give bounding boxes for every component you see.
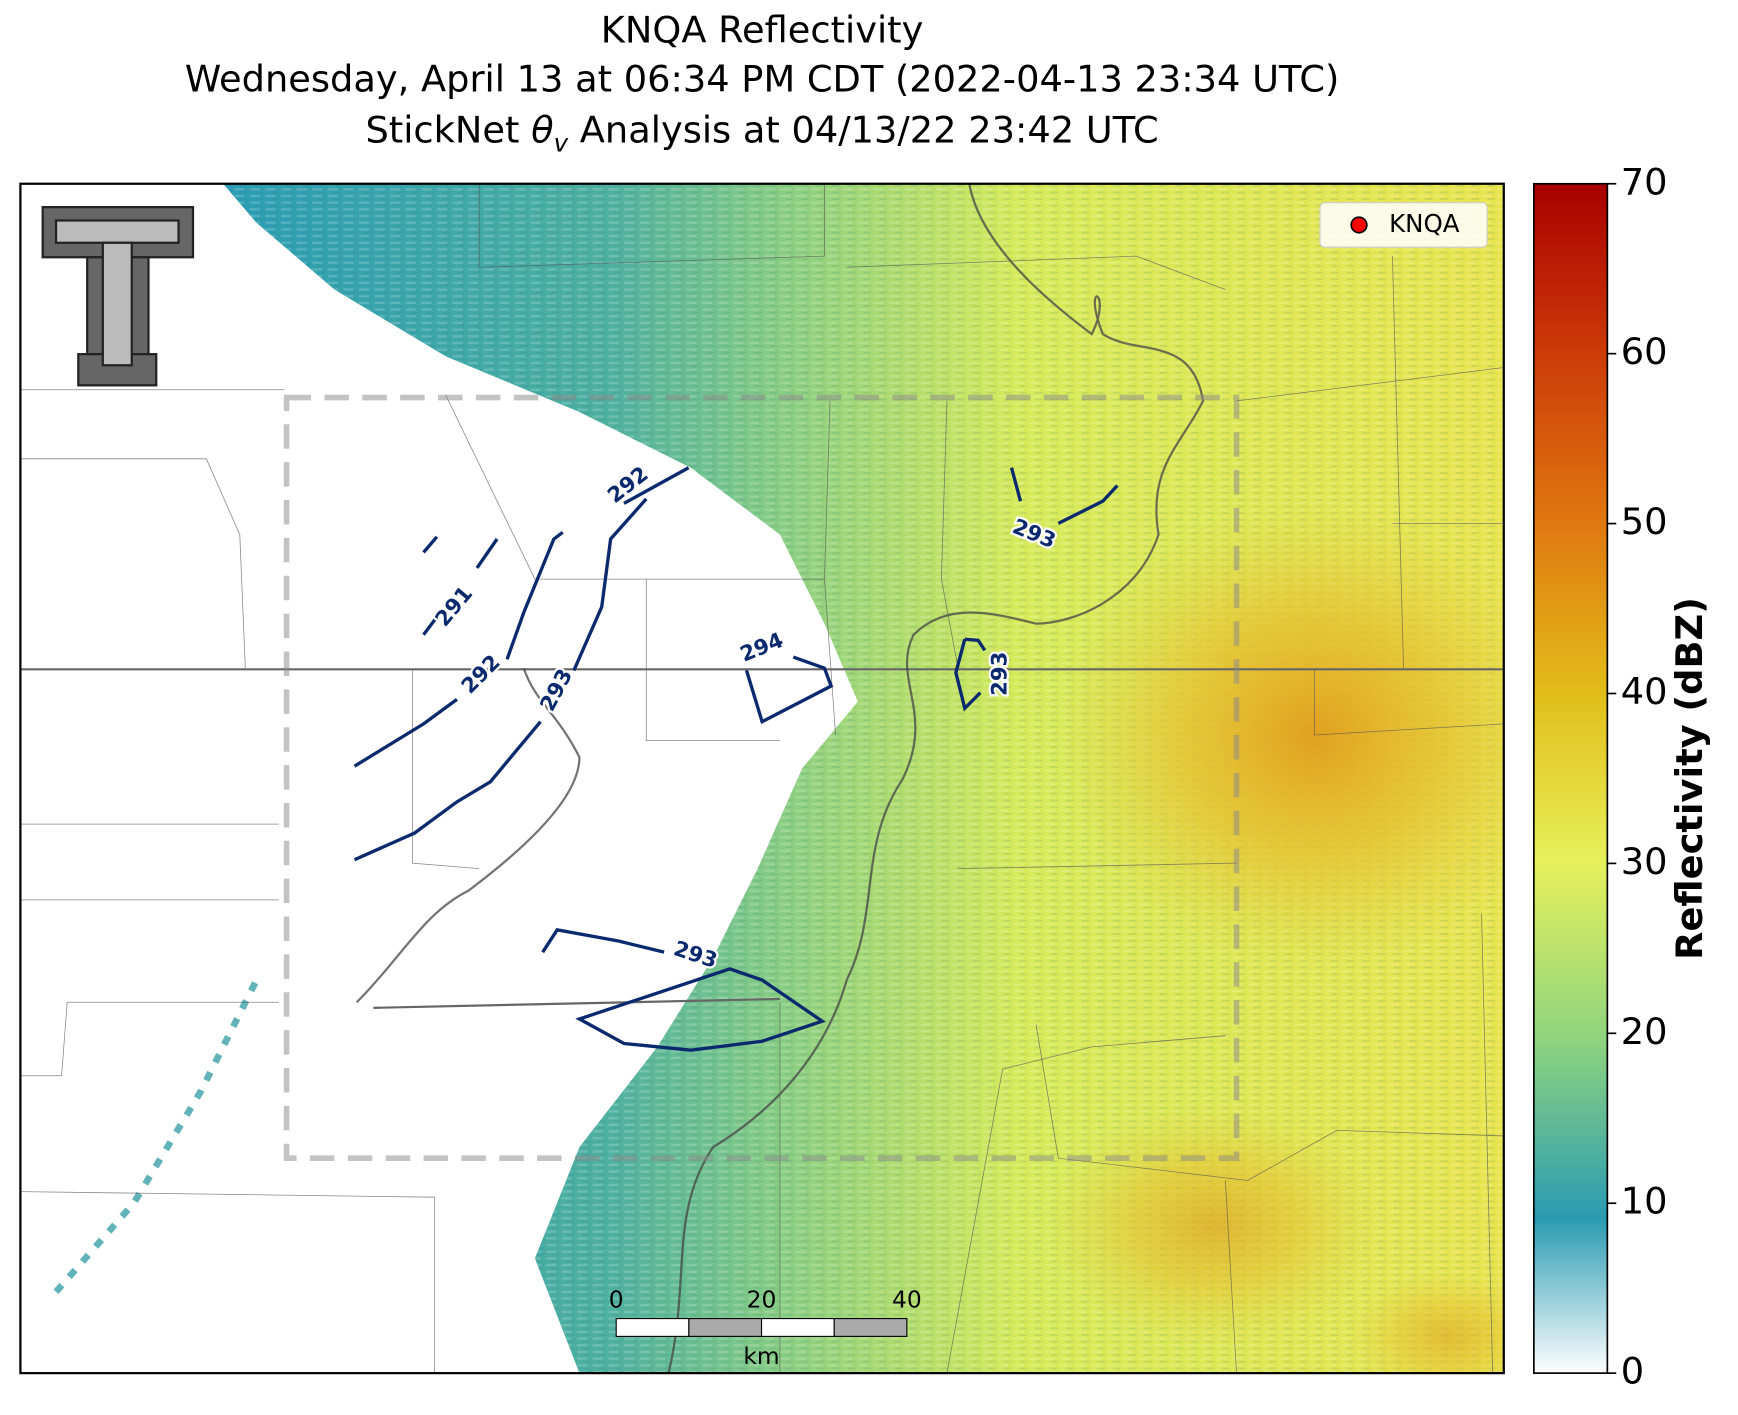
analysis-domain	[283, 394, 1240, 1161]
scale-segment	[760, 1318, 835, 1337]
contours	[353, 466, 1119, 1052]
analysis-suffix: Analysis at 04/13/22 23:42 UTC	[568, 109, 1159, 152]
colorbar-tick-label: 30	[1621, 840, 1668, 883]
scale-tick-label: 0	[609, 1285, 624, 1313]
colorbar-tick-label: 50	[1621, 500, 1668, 543]
reflectivity-core	[1347, 1269, 1504, 1374]
legend-label: KNQA	[1389, 209, 1460, 238]
reflectivity-core	[1047, 1102, 1382, 1348]
colorbar-tick-label: 60	[1621, 330, 1668, 373]
scale-segment	[688, 1318, 763, 1337]
scale-tick-label: 20	[747, 1285, 777, 1313]
scale-segment	[833, 1318, 908, 1337]
reflectivity-core	[1058, 501, 1504, 969]
echo-streak	[53, 978, 260, 1295]
reflectivity-texture	[223, 183, 1504, 1374]
theta-symbol: θ	[531, 109, 553, 152]
scale-tick-label: 40	[892, 1285, 922, 1313]
title: KNQA Reflectivity	[601, 8, 924, 51]
map-frame	[19, 182, 1505, 1375]
analysis-prefix: StickNet	[365, 109, 531, 152]
colorbar-tick-label: 20	[1621, 1010, 1668, 1053]
theta-subscript: v	[554, 128, 569, 157]
colorbar: 0 10 20 30 40 50 60 70	[1533, 160, 1668, 1393]
legend-marker	[1350, 216, 1368, 234]
scale-bar: 0 20 40 km	[609, 1285, 922, 1370]
university-logo	[41, 206, 195, 387]
colorbar-tick-label: 70	[1621, 160, 1668, 203]
colorbar-scale	[1533, 182, 1609, 1374]
contour-label: 293	[986, 652, 1011, 696]
scale-segment	[615, 1318, 690, 1337]
colorbar-tick-label: 0	[1621, 1350, 1644, 1393]
colorbar-label: Reflectivity (dBZ)	[1668, 597, 1711, 960]
subtitle: Wednesday, April 13 at 06:34 PM CDT (202…	[185, 57, 1339, 100]
legend: KNQA	[1319, 202, 1488, 248]
river	[355, 183, 1205, 1374]
state-border	[373, 997, 780, 1009]
county-lines	[20, 183, 1504, 1374]
scale-unit: km	[743, 1342, 779, 1370]
colorbar-tick-label: 40	[1621, 670, 1668, 713]
map: 292 291 292 293 294 293 293 293 KNQA 0 20…	[20, 183, 1504, 1374]
analysis-line: StickNet θv Analysis at 04/13/22 23:42 U…	[365, 109, 1158, 158]
colorbar-tick-label: 10	[1621, 1180, 1668, 1223]
